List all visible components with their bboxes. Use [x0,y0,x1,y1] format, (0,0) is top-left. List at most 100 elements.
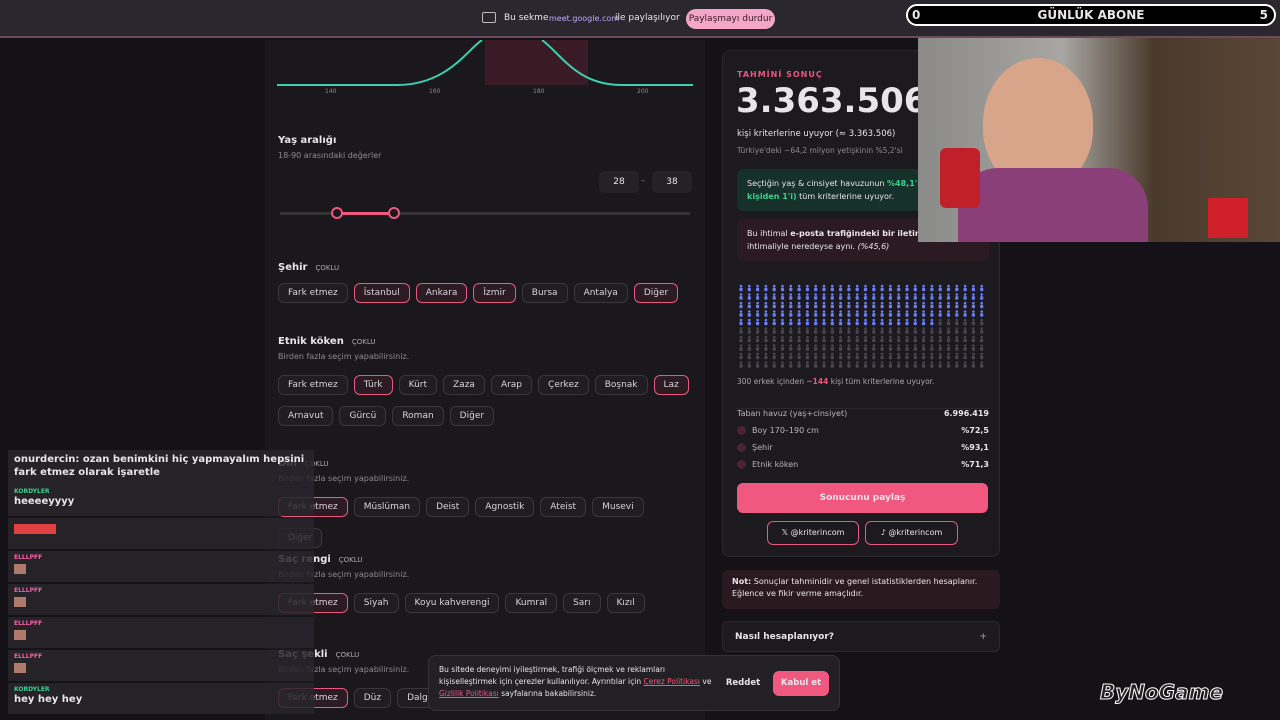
accept-button[interactable]: Kabul et [773,671,829,696]
section-subtitle: Birden fazla seçim yapabilirsiniz. [278,665,410,674]
option-chip[interactable]: Diğer [449,406,495,426]
option-chip[interactable]: Laz [653,375,689,395]
option-chip[interactable]: Arap [490,375,533,395]
icon-head [831,327,834,330]
reject-button[interactable]: Reddet [725,678,761,688]
breakdown-row: Şehir %93,1 [737,443,989,452]
icon-head [839,318,842,322]
icon-body [872,296,876,300]
icon-head [938,335,942,339]
icon-head [756,301,759,305]
option-chip[interactable]: Musevi [592,497,644,517]
icon-head [938,310,942,313]
icon-head [930,352,934,356]
option-chip[interactable]: Antalya [573,283,628,303]
icon-head [914,352,917,356]
icon-head [980,293,983,296]
option-chip[interactable]: İstanbul [353,283,410,303]
icon-body [847,364,851,368]
icon-body [830,313,834,317]
stop-share-button[interactable]: Paylaşmayı durdur [686,9,775,29]
option-chip[interactable]: Gürcü [339,406,387,426]
x-handle: @kriterincom [790,528,845,537]
person-icon [930,301,934,309]
person-icon [913,327,917,334]
person-icon [805,335,809,343]
option-chip[interactable]: Türk [353,375,393,395]
icon-head [739,310,743,313]
option-chip[interactable]: Siyah [353,593,399,613]
option-chip[interactable]: Bursa [521,283,568,303]
option-chip[interactable]: Boşnak [594,375,648,395]
icon-body [938,347,942,351]
option-chip[interactable]: Agnostik [475,497,535,517]
icon-body [930,338,934,343]
option-chip[interactable]: Deist [426,497,470,517]
icon-body [930,364,934,368]
share-result-button[interactable]: Sonucunu paylaş [737,483,988,513]
icon-head [831,310,834,313]
age-max[interactable]: 38 [652,171,692,193]
option-chip[interactable]: Ateist [540,497,587,517]
person-icon [880,284,884,292]
option-chip[interactable]: Arnavut [278,406,334,426]
icon-head [947,344,950,347]
option-chip[interactable]: Sarı [563,593,601,613]
person-icon [847,310,851,317]
option-chip[interactable]: Müslüman [353,497,421,517]
option-chip[interactable]: Kumral [505,593,558,613]
icon-head [739,327,743,330]
icon-head [789,318,793,322]
counter-title: GÜNLÜK ABONE [1037,8,1145,22]
icon-head [905,301,909,305]
option-chip[interactable]: Roman [392,406,444,426]
option-chip[interactable]: Ankara [415,283,468,303]
option-chip[interactable]: Kürt [398,375,438,395]
icon-head [963,301,967,305]
person-icon [797,361,801,368]
option-chip[interactable]: Kızıl [606,593,645,613]
option-chip[interactable]: İzmir [473,283,516,303]
icon-body [955,364,959,368]
cookie-link1[interactable]: Çerez Politikası [643,677,701,686]
icon-body [789,364,793,368]
person-icon [971,352,975,360]
person-icon [756,310,760,317]
cookie-end: sayfalarına bakabilirsiniz. [501,689,597,698]
x-link[interactable]: 𝕏 @kriterincom [767,521,859,545]
person-icon [780,352,785,360]
option-chip[interactable]: Fark etmez [278,375,348,395]
cookie-link2[interactable]: Gizlilik Politikası [439,689,499,698]
icon-body [739,347,743,351]
icon-head [789,284,793,288]
icon-head [789,361,793,364]
chat-user: ELLLPFF [14,653,43,660]
faq[interactable]: Nasıl hesaplanıyor? + [722,621,1000,652]
option-chip[interactable]: Diğer [633,283,679,303]
option-chip[interactable]: Düz [353,688,392,708]
icon-body [805,364,809,368]
icon-body [980,355,984,360]
person-icon [847,344,851,351]
faq-title: Nasıl hesaplanıyor? [735,632,835,642]
icon-body [772,364,776,368]
icon-head [781,335,784,339]
icon-body [805,355,809,360]
icon-body [847,355,851,360]
icon-body [839,338,843,343]
age-dash: – [641,176,646,186]
option-chip[interactable]: Koyu kahverengi [404,593,500,613]
icon-body [789,355,793,360]
age-min[interactable]: 28 [599,171,639,193]
person-icon [830,344,834,351]
option-chip[interactable]: Fark etmez [278,283,348,303]
icon-body [980,287,984,292]
tiktok-link[interactable]: ♪ @kriterincom [865,521,958,545]
row-label: Boy 170–190 cm [737,426,819,435]
option-chip[interactable]: Çerkez [538,375,589,395]
result-label: TAHMİNİ SONUÇ [737,70,823,79]
option-chip[interactable]: Zaza [443,375,485,395]
icon-body [855,355,859,360]
icon-head [764,310,768,313]
person-icon [739,318,743,326]
